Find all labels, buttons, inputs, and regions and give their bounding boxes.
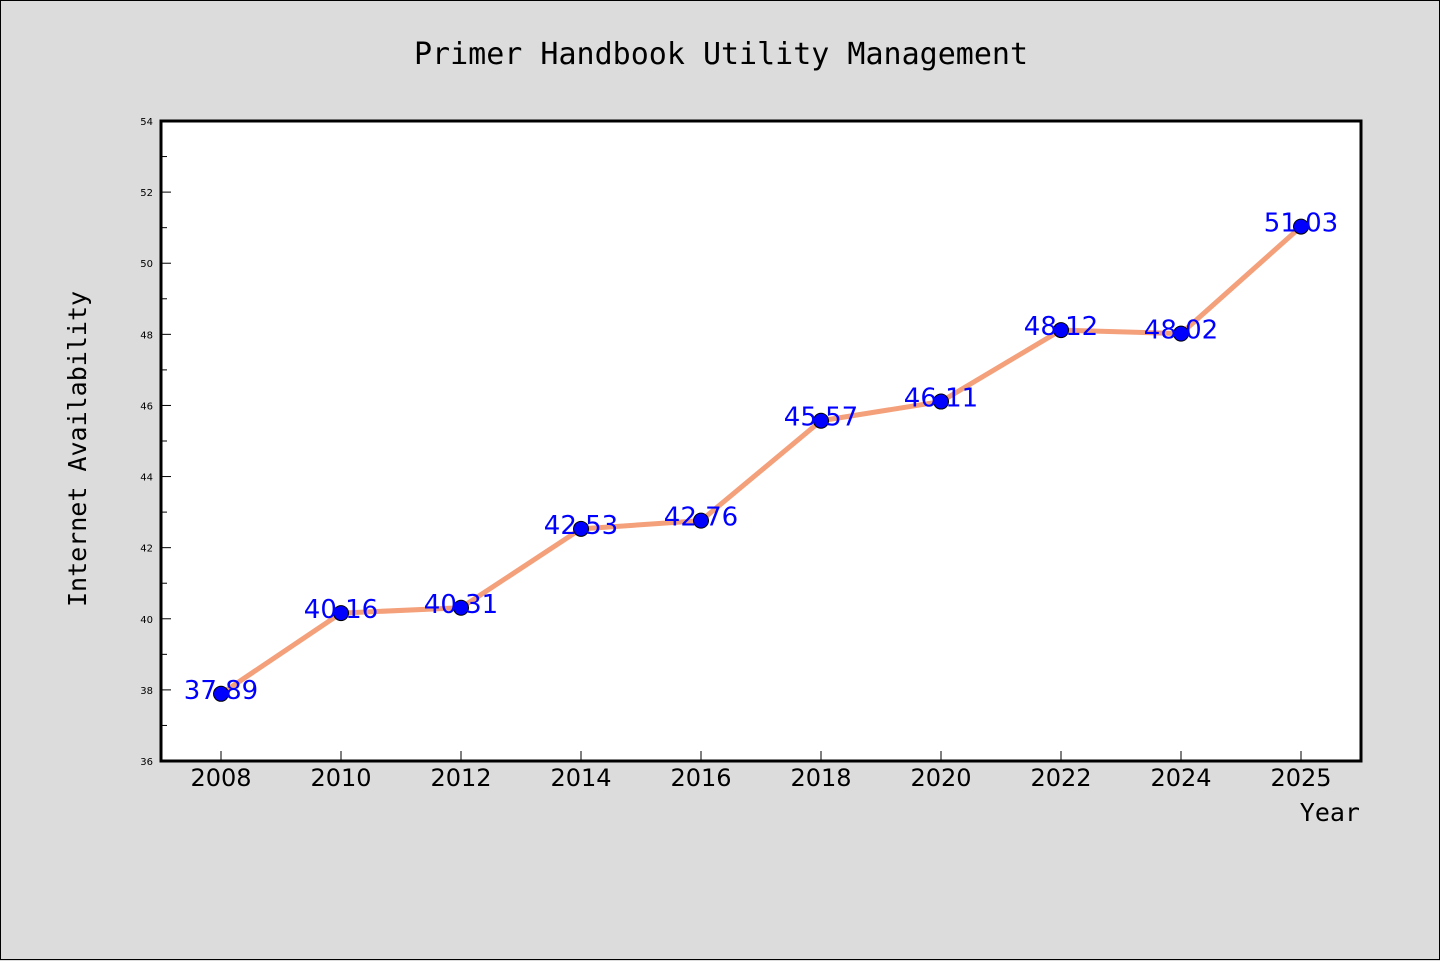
y-axis-label: Internet Availability xyxy=(63,291,92,607)
data-point xyxy=(1053,322,1069,339)
x-tick-label: 2012 xyxy=(430,764,491,792)
y-tick-label: 42 xyxy=(140,544,153,555)
data-point xyxy=(573,520,589,537)
x-tick-label: 2014 xyxy=(550,764,611,792)
y-tick-label: 50 xyxy=(140,259,153,270)
data-point xyxy=(1173,325,1189,342)
data-label: 51.03 xyxy=(1264,209,1338,239)
y-tick-label: 52 xyxy=(140,188,153,199)
x-tick-label: 2025 xyxy=(1270,764,1331,792)
x-axis-label: Year xyxy=(1300,798,1360,827)
series-line-group xyxy=(213,218,1309,702)
y-tick-label: 38 xyxy=(140,686,153,697)
y-tick-label: 40 xyxy=(140,615,153,626)
y-tick-label: 44 xyxy=(140,473,153,484)
x-tick-label: 2022 xyxy=(1030,764,1091,792)
x-tick-label: 2020 xyxy=(910,764,971,792)
data-point xyxy=(813,412,829,429)
data-label: 40.16 xyxy=(304,595,378,625)
data-point xyxy=(933,393,949,410)
x-tick-label: 2008 xyxy=(190,764,251,792)
data-point xyxy=(693,512,709,529)
y-tick-label: 48 xyxy=(140,330,153,341)
y-tick-label: 46 xyxy=(140,401,153,412)
y-tick-label: 36 xyxy=(140,757,153,768)
y-tick-label: 54 xyxy=(140,117,153,128)
data-label: 45.57 xyxy=(784,403,858,433)
x-tick-label: 2010 xyxy=(310,764,371,792)
data-label: 48.12 xyxy=(1024,312,1098,342)
data-label: 42.53 xyxy=(544,511,618,541)
data-label: 46.11 xyxy=(904,384,978,414)
y-axis: 36 38 40 42 44 46 48 50 52 54 xyxy=(140,117,171,768)
data-label: 40.31 xyxy=(424,590,498,620)
data-point xyxy=(1293,218,1309,235)
data-point xyxy=(453,599,469,616)
data-point xyxy=(333,605,349,622)
data-point xyxy=(213,685,229,702)
x-tick-label: 2024 xyxy=(1150,764,1211,792)
plot-area xyxy=(159,119,1363,763)
data-labels: 37.89 40.16 40.31 42.53 42.76 45.57 46.11 48.12… xyxy=(184,209,1338,706)
x-tick-label: 2018 xyxy=(790,764,851,792)
data-label: 48.02 xyxy=(1144,316,1218,346)
x-axis: 2008 2010 2012 2014 2016 2018 2020 2022 2024 2025 xyxy=(190,751,1332,792)
chart-title: Primer Handbook Utility Management xyxy=(414,37,1028,72)
data-label: 42.76 xyxy=(664,503,738,533)
data-label: 37.89 xyxy=(184,676,258,706)
series-line xyxy=(218,224,1304,697)
x-tick-label: 2016 xyxy=(670,764,731,792)
